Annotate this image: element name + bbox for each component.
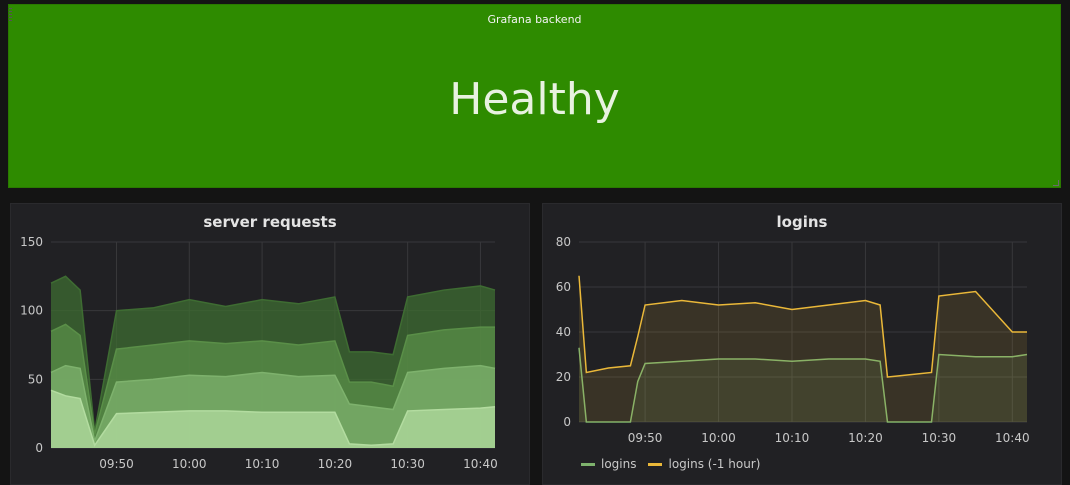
legend-item-logins[interactable]: logins xyxy=(581,457,636,471)
series-area xyxy=(51,390,495,448)
legend-item-logins-1-hour[interactable]: logins (-1 hour) xyxy=(648,457,760,471)
drag-handle[interactable] xyxy=(9,8,12,22)
y-tick-label: 60 xyxy=(556,280,571,294)
legend-label: logins (-1 hour) xyxy=(668,457,761,471)
panel-title[interactable]: Grafana backend xyxy=(487,13,582,26)
server-requests-chart[interactable]: 0 50 100 150 09:50 10:00 10:10 10:20 10:30 10:40 xyxy=(11,204,529,484)
series-area xyxy=(579,347,1027,422)
panel-title[interactable]: server requests xyxy=(203,213,337,231)
series-line xyxy=(50,364,496,444)
series-line xyxy=(578,275,1027,378)
x-tick-label: 10:20 xyxy=(848,431,883,445)
legend-swatch xyxy=(648,462,663,466)
server-requests-panel[interactable]: server requests 0 50 100 150 09:50 10:00 10:10… xyxy=(10,203,530,485)
x-tick-label: 10:30 xyxy=(390,457,425,471)
y-tick-label: 0 xyxy=(35,441,43,455)
x-tick-label: 10:00 xyxy=(172,457,207,471)
y-tick-label: 100 xyxy=(20,304,43,318)
x-tick-label: 10:30 xyxy=(922,431,957,445)
series-line xyxy=(50,275,496,432)
x-tick-label: 09:50 xyxy=(99,457,134,471)
x-tick-label: 10:40 xyxy=(995,431,1030,445)
x-tick-label: 10:00 xyxy=(701,431,736,445)
panel-title[interactable]: logins xyxy=(776,213,828,231)
legend: logins logins (-1 hour) xyxy=(581,457,760,471)
logins-panel[interactable]: logins 0 20 40 60 80 09:50 10:00 10:10 10:20 10:3… xyxy=(542,203,1062,485)
series-line xyxy=(578,347,1028,423)
y-tick-label: 0 xyxy=(563,415,571,429)
stat-value: Healthy xyxy=(449,74,620,125)
series-line xyxy=(50,323,495,435)
y-tick-label: 40 xyxy=(556,325,571,339)
y-tick-label: 20 xyxy=(556,370,571,384)
x-tick-label: 10:10 xyxy=(245,457,280,471)
logins-chart[interactable]: 0 20 40 60 80 09:50 10:00 10:10 10:20 10:30 10:40 xyxy=(543,204,1061,484)
series-line xyxy=(50,389,496,447)
x-tick-label: 09:50 xyxy=(628,431,663,445)
y-tick-label: 80 xyxy=(556,235,571,249)
legend-label: logins xyxy=(601,457,637,471)
y-tick-label: 50 xyxy=(28,372,43,386)
series-area xyxy=(579,275,1027,422)
x-tick-label: 10:10 xyxy=(775,431,810,445)
grafana-backend-stat-panel[interactable]: Grafana backend Healthy xyxy=(8,4,1061,188)
legend-swatch xyxy=(581,462,595,466)
y-tick-label: 150 xyxy=(20,235,43,249)
resize-handle[interactable] xyxy=(1053,180,1059,186)
x-tick-label: 10:40 xyxy=(463,457,498,471)
x-tick-label: 10:20 xyxy=(318,457,353,471)
